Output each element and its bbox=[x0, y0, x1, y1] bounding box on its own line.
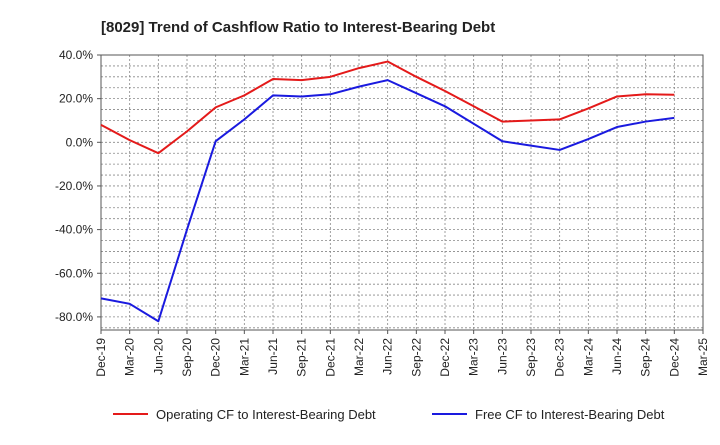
x-tick-label: Mar-21 bbox=[237, 338, 251, 376]
x-tick-label: Mar-22 bbox=[352, 338, 366, 376]
x-tick-label: Sep-20 bbox=[180, 338, 194, 377]
x-tick-label: Jun-23 bbox=[495, 338, 509, 375]
chart-title: [8029] Trend of Cashflow Ratio to Intere… bbox=[101, 19, 495, 36]
x-tick-label: Dec-19 bbox=[94, 338, 108, 377]
y-tick-label: -60.0% bbox=[55, 266, 93, 280]
legend-label: Free CF to Interest-Bearing Debt bbox=[475, 407, 665, 422]
x-tick-label: Jun-20 bbox=[151, 338, 165, 375]
y-tick-label: -20.0% bbox=[55, 179, 93, 193]
y-tick-label: 20.0% bbox=[59, 92, 93, 106]
x-tick-label: Sep-22 bbox=[409, 338, 423, 377]
x-tick-label: Dec-24 bbox=[667, 338, 681, 377]
grid bbox=[101, 55, 703, 330]
y-tick-label: -80.0% bbox=[55, 310, 93, 324]
x-tick-label: Sep-23 bbox=[524, 338, 538, 377]
x-tick-label: Jun-22 bbox=[381, 338, 395, 375]
y-axis: 40.0% 20.0% 0.0% -20.0% -40.0% -60.0% -80.0% bbox=[55, 48, 101, 324]
legend: Operating CF to Interest-Bearing Debt Fre… bbox=[113, 407, 665, 422]
x-tick-label: Mar-24 bbox=[581, 338, 595, 376]
x-tick-label: Dec-20 bbox=[209, 338, 223, 377]
y-tick-label: 40.0% bbox=[59, 48, 93, 62]
x-tick-label: Sep-24 bbox=[639, 338, 653, 377]
x-tick-label: Jun-24 bbox=[610, 338, 624, 375]
y-tick-label: 0.0% bbox=[66, 135, 94, 149]
x-tick-label: Mar-23 bbox=[467, 338, 481, 376]
legend-label: Operating CF to Interest-Bearing Debt bbox=[156, 407, 376, 422]
x-tick-label: Sep-21 bbox=[295, 338, 309, 377]
x-axis: Dec-19 Mar-20 Jun-20 Sep-20 Dec-20 Mar-21 Jun-… bbox=[94, 330, 710, 377]
x-tick-label: Jun-21 bbox=[266, 338, 280, 375]
x-tick-label: Mar-25 bbox=[696, 338, 710, 376]
x-tick-label: Dec-22 bbox=[438, 338, 452, 377]
y-tick-label: -40.0% bbox=[55, 223, 93, 237]
plot-frame bbox=[101, 55, 703, 330]
x-tick-label: Mar-20 bbox=[123, 338, 137, 376]
x-tick-label: Dec-21 bbox=[323, 338, 337, 377]
x-tick-label: Dec-23 bbox=[553, 338, 567, 377]
